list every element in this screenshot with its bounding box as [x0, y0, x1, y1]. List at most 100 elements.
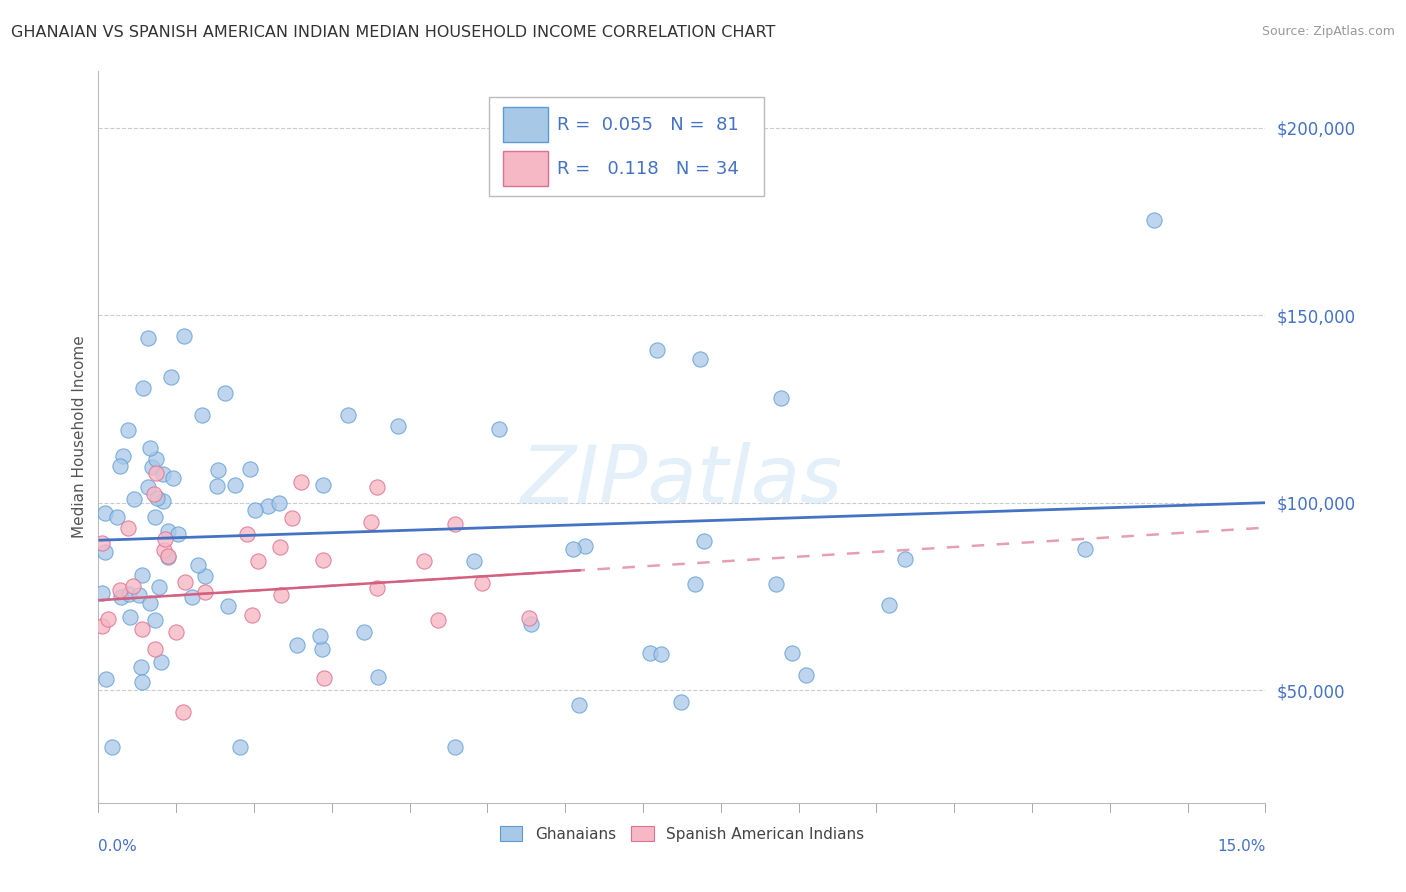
Point [143, 487, 166, 501]
Point [173, 329, 195, 343]
Point [517, 611, 540, 625]
Point [488, 422, 510, 436]
Point [91, 536, 114, 550]
FancyBboxPatch shape [489, 97, 763, 195]
Point [187, 558, 209, 572]
Point [174, 574, 197, 589]
Point [214, 386, 236, 401]
Point [141, 460, 163, 475]
Point [471, 575, 494, 590]
Point [150, 655, 173, 669]
Point [159, 370, 181, 384]
Point [240, 607, 263, 622]
Point [108, 582, 131, 597]
Y-axis label: Median Household Income: Median Household Income [72, 335, 87, 539]
Point [111, 449, 134, 463]
Point [519, 616, 541, 631]
Point [770, 391, 793, 405]
Point [194, 584, 217, 599]
Point [138, 441, 160, 455]
Point [100, 739, 122, 754]
Point [108, 459, 131, 474]
Point [312, 553, 335, 567]
Point [765, 576, 787, 591]
Point [568, 698, 591, 713]
Point [117, 521, 139, 535]
Point [337, 408, 360, 422]
Point [131, 568, 153, 582]
Point [444, 516, 467, 531]
Point [308, 629, 330, 643]
Point [152, 543, 174, 558]
Point [143, 613, 166, 627]
Point [366, 480, 388, 494]
Point [145, 466, 167, 480]
Point [314, 671, 336, 685]
Point [143, 641, 166, 656]
Point [94, 545, 117, 559]
Point [257, 499, 280, 513]
Point [193, 569, 215, 583]
Text: R =   0.118   N = 34: R = 0.118 N = 34 [557, 160, 740, 178]
Point [205, 479, 228, 493]
Point [156, 549, 179, 563]
Point [229, 739, 252, 754]
Point [782, 646, 804, 660]
Point [669, 695, 692, 709]
Point [181, 590, 204, 604]
Point [91, 586, 114, 600]
Point [443, 739, 465, 754]
Point [131, 675, 153, 690]
Point [366, 581, 388, 595]
Point [131, 622, 153, 636]
Point [165, 624, 187, 639]
Point [412, 554, 434, 568]
Text: ZIPatlas: ZIPatlas [520, 442, 844, 520]
Point [110, 590, 132, 604]
Point [463, 554, 485, 568]
FancyBboxPatch shape [503, 107, 548, 143]
Point [224, 478, 246, 492]
Point [270, 588, 292, 602]
Point [172, 705, 194, 719]
Point [146, 491, 169, 506]
Point [267, 496, 290, 510]
Point [117, 423, 139, 437]
Point [120, 609, 142, 624]
Text: 0.0%: 0.0% [98, 839, 138, 855]
Point [162, 471, 184, 485]
Point [236, 526, 259, 541]
Point [190, 409, 212, 423]
Point [689, 352, 711, 367]
Text: Source: ZipAtlas.com: Source: ZipAtlas.com [1261, 25, 1395, 38]
Point [128, 588, 150, 602]
Point [207, 463, 229, 477]
Point [693, 533, 716, 548]
Point [152, 494, 174, 508]
Point [152, 467, 174, 482]
Point [156, 549, 179, 564]
Point [139, 596, 162, 610]
Point [129, 659, 152, 673]
Point [243, 502, 266, 516]
Text: 15.0%: 15.0% [1218, 839, 1265, 855]
Point [312, 478, 335, 492]
Point [281, 511, 304, 525]
Point [894, 552, 917, 566]
Point [574, 539, 596, 553]
Point [121, 579, 143, 593]
Point [367, 669, 389, 683]
Point [91, 619, 114, 633]
Point [311, 641, 333, 656]
Point [561, 541, 583, 556]
Point [166, 526, 188, 541]
Point [683, 577, 706, 591]
Point [426, 613, 449, 627]
Point [353, 625, 375, 640]
Point [645, 343, 668, 358]
Point [148, 580, 170, 594]
Point [1073, 541, 1095, 556]
Point [153, 532, 176, 546]
Point [650, 647, 672, 661]
Point [138, 331, 160, 345]
